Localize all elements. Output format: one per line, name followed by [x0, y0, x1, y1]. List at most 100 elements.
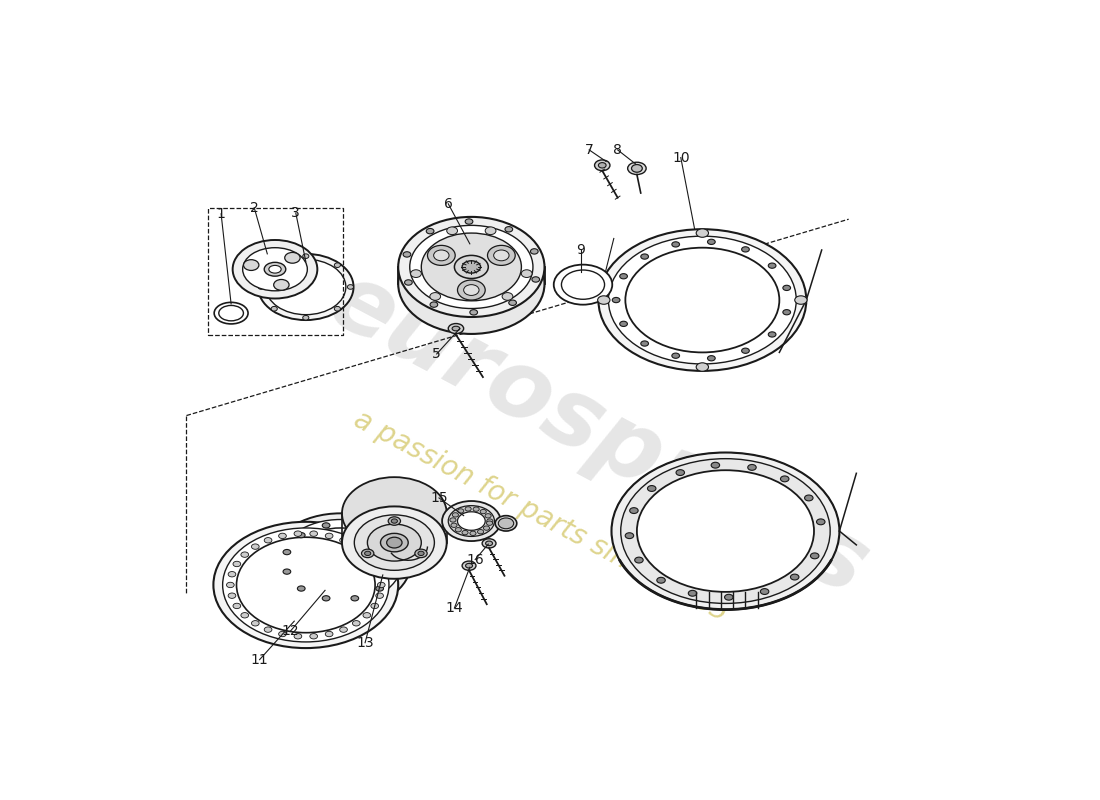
Ellipse shape	[689, 590, 696, 596]
Ellipse shape	[486, 519, 493, 523]
Ellipse shape	[241, 552, 249, 558]
Ellipse shape	[241, 613, 249, 618]
Ellipse shape	[458, 509, 464, 513]
Ellipse shape	[279, 519, 403, 604]
Ellipse shape	[629, 508, 638, 514]
Ellipse shape	[613, 298, 620, 302]
Ellipse shape	[348, 285, 353, 290]
Text: 15: 15	[430, 491, 448, 505]
Ellipse shape	[631, 165, 642, 172]
Ellipse shape	[811, 553, 818, 558]
Ellipse shape	[485, 514, 492, 518]
Ellipse shape	[352, 544, 360, 550]
Ellipse shape	[625, 533, 634, 538]
Ellipse shape	[672, 353, 680, 358]
Ellipse shape	[377, 582, 385, 588]
Ellipse shape	[696, 363, 708, 371]
Text: 14: 14	[446, 601, 463, 615]
Ellipse shape	[363, 613, 371, 618]
Ellipse shape	[371, 603, 378, 609]
Ellipse shape	[232, 240, 318, 298]
Ellipse shape	[381, 534, 408, 552]
Ellipse shape	[449, 506, 495, 537]
Ellipse shape	[620, 458, 830, 603]
Ellipse shape	[351, 596, 359, 601]
Ellipse shape	[326, 631, 333, 637]
Ellipse shape	[712, 462, 719, 468]
Ellipse shape	[252, 621, 260, 626]
Ellipse shape	[428, 246, 455, 266]
Ellipse shape	[598, 162, 606, 168]
Ellipse shape	[452, 513, 459, 517]
Ellipse shape	[482, 538, 496, 548]
Ellipse shape	[364, 551, 371, 555]
Ellipse shape	[508, 300, 516, 306]
Ellipse shape	[297, 533, 305, 538]
Text: 16: 16	[466, 553, 484, 566]
Ellipse shape	[725, 594, 733, 600]
Ellipse shape	[351, 522, 359, 528]
Ellipse shape	[521, 270, 532, 278]
Ellipse shape	[473, 507, 480, 511]
Ellipse shape	[392, 519, 397, 523]
Ellipse shape	[455, 527, 461, 532]
Ellipse shape	[462, 561, 476, 570]
Ellipse shape	[676, 470, 684, 475]
Ellipse shape	[387, 538, 403, 548]
Ellipse shape	[398, 234, 544, 334]
Ellipse shape	[421, 233, 521, 301]
Ellipse shape	[274, 279, 289, 290]
Ellipse shape	[485, 227, 496, 234]
Ellipse shape	[760, 589, 769, 594]
Ellipse shape	[334, 306, 341, 311]
Ellipse shape	[465, 563, 473, 568]
Ellipse shape	[283, 550, 290, 554]
Text: 11: 11	[251, 653, 268, 666]
Ellipse shape	[637, 470, 814, 592]
Ellipse shape	[430, 293, 441, 300]
Ellipse shape	[294, 531, 301, 536]
Ellipse shape	[486, 521, 493, 526]
Ellipse shape	[340, 538, 348, 543]
Ellipse shape	[342, 477, 447, 550]
Text: 9: 9	[576, 243, 585, 257]
Ellipse shape	[804, 495, 813, 501]
Ellipse shape	[462, 261, 481, 273]
Ellipse shape	[465, 219, 473, 224]
Ellipse shape	[470, 310, 477, 315]
Ellipse shape	[322, 522, 330, 528]
Text: 8: 8	[613, 143, 623, 157]
Ellipse shape	[310, 634, 318, 639]
Ellipse shape	[213, 522, 398, 648]
Ellipse shape	[310, 531, 318, 536]
Ellipse shape	[464, 285, 480, 295]
Ellipse shape	[458, 280, 485, 300]
Ellipse shape	[450, 518, 456, 522]
Ellipse shape	[458, 512, 485, 530]
Ellipse shape	[598, 230, 806, 371]
Ellipse shape	[532, 277, 540, 282]
Ellipse shape	[278, 631, 286, 637]
Ellipse shape	[258, 254, 353, 320]
Ellipse shape	[494, 250, 509, 261]
Ellipse shape	[612, 453, 839, 610]
Ellipse shape	[498, 518, 514, 529]
Ellipse shape	[376, 533, 384, 538]
Ellipse shape	[597, 296, 609, 304]
Ellipse shape	[390, 550, 398, 554]
Ellipse shape	[707, 239, 715, 245]
Ellipse shape	[340, 627, 348, 632]
Text: 1: 1	[217, 207, 226, 221]
Ellipse shape	[290, 528, 390, 596]
Ellipse shape	[228, 593, 235, 598]
Ellipse shape	[783, 310, 791, 315]
Ellipse shape	[264, 538, 272, 543]
Ellipse shape	[322, 596, 330, 601]
Ellipse shape	[388, 517, 400, 526]
Ellipse shape	[447, 227, 458, 234]
Ellipse shape	[376, 586, 384, 591]
Ellipse shape	[487, 246, 515, 266]
Ellipse shape	[462, 530, 469, 534]
Ellipse shape	[561, 270, 605, 299]
Ellipse shape	[768, 332, 776, 337]
